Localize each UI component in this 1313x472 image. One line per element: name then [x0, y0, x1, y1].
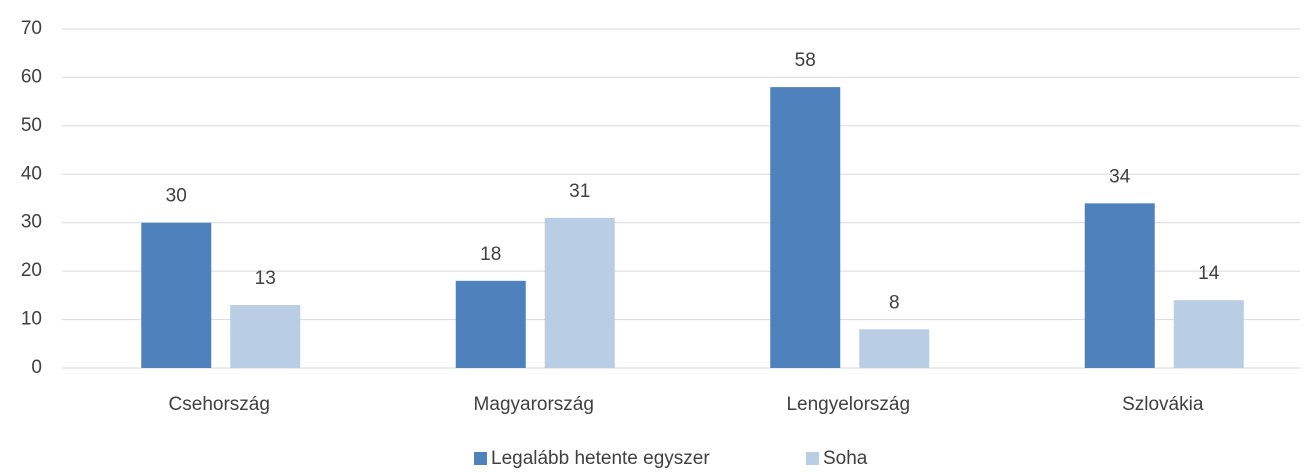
y-tick-label: 20 — [21, 260, 42, 281]
data-label: 31 — [569, 181, 590, 202]
data-label: 34 — [1109, 166, 1131, 187]
bar — [1173, 300, 1244, 368]
bar — [544, 217, 615, 368]
data-label: 13 — [255, 268, 276, 289]
bar — [1084, 203, 1155, 368]
bar — [770, 87, 841, 368]
legend-swatch — [806, 452, 819, 465]
bar — [141, 222, 212, 368]
y-tick-label: 40 — [21, 163, 42, 184]
x-tick-label: Magyarország — [474, 394, 594, 415]
y-tick-label: 70 — [21, 18, 42, 39]
y-tick-label: 60 — [21, 66, 42, 87]
bar — [455, 280, 526, 368]
y-tick-label: 10 — [21, 309, 42, 330]
y-tick-label: 0 — [31, 357, 42, 378]
y-tick-label: 50 — [21, 115, 42, 136]
bar — [859, 329, 930, 368]
data-label: 18 — [480, 244, 501, 265]
legend-label: Legalább hetente egyszer — [491, 448, 710, 469]
x-tick-label: Lengyelország — [786, 394, 910, 415]
legend-swatch — [474, 452, 487, 465]
data-label: 8 — [889, 292, 900, 313]
data-label: 14 — [1198, 263, 1220, 284]
y-tick-label: 30 — [21, 212, 42, 233]
data-label: 30 — [166, 186, 187, 207]
bar — [230, 305, 301, 368]
x-tick-label: Szlovákia — [1122, 394, 1204, 415]
data-label: 58 — [795, 50, 816, 71]
x-tick-label: Csehország — [169, 394, 270, 415]
legend-label: Soha — [823, 448, 868, 469]
